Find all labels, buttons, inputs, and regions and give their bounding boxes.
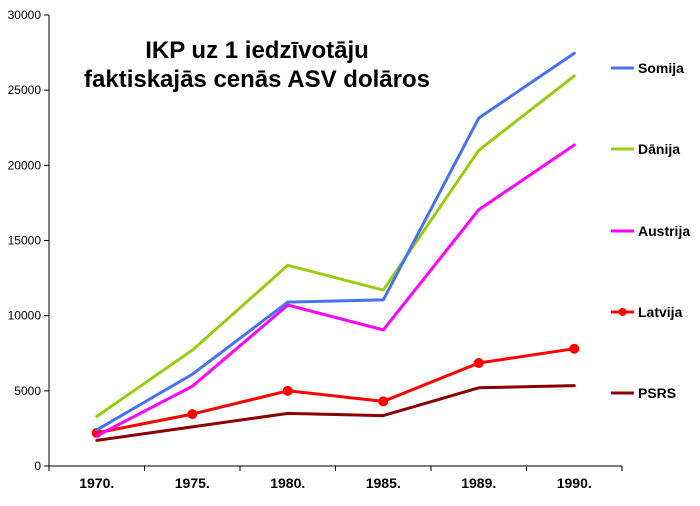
y-tick-label: 10000 (8, 309, 42, 323)
chart-title-line-1: IKP uz 1 iedzīvotāju (145, 37, 369, 64)
series-line-dānija (95, 74, 576, 418)
series-line-somija (95, 51, 576, 432)
y-tick-label: 0 (34, 459, 41, 473)
legend-marker-latvija (618, 308, 627, 316)
data-point-latvija (282, 385, 293, 396)
chart-title-line-2: faktiskajās cenās ASV dolāros (84, 66, 430, 93)
series-line-latvija (95, 347, 576, 435)
x-tick-label: 1985. (366, 475, 401, 491)
x-tick-label: 1990. (557, 475, 592, 491)
series-layer (91, 51, 580, 442)
y-tick-label: 25000 (8, 83, 42, 97)
y-tick-label: 20000 (8, 158, 42, 172)
data-point-latvija (378, 396, 389, 407)
data-point-latvija (473, 358, 484, 369)
chart-title: IKP uz 1 iedzīvotāju faktiskajās cenās A… (84, 37, 430, 93)
x-tick-label: 1989. (461, 475, 496, 491)
x-tick-label: 1975. (175, 475, 210, 491)
y-tick-label: 30000 (8, 8, 42, 22)
series-line-psrs (95, 384, 576, 442)
legend: Somija Dānija Austrija Latvija PSRS (611, 60, 690, 401)
legend-label-austrija: Austrija (638, 223, 690, 239)
legend-label-psrs: PSRS (638, 385, 676, 401)
y-tick-label: 15000 (8, 234, 42, 248)
legend-label-somija: Somija (638, 60, 684, 76)
x-tick-label: 1980. (270, 475, 305, 491)
x-tick-label: 1970. (79, 475, 114, 491)
legend-label-dānija: Dānija (638, 141, 680, 157)
y-ticks: 0 5000 10000 15000 20000 25000 30000 (8, 8, 49, 473)
y-tick-label: 5000 (14, 384, 41, 398)
legend-label-latvija: Latvija (638, 304, 683, 320)
series-line-austrija (95, 143, 576, 438)
data-point-latvija (187, 409, 198, 420)
x-ticks: 1970. 1975. 1980. 1985. 1989. 1990. (48, 466, 623, 491)
data-point-latvija (569, 343, 580, 354)
